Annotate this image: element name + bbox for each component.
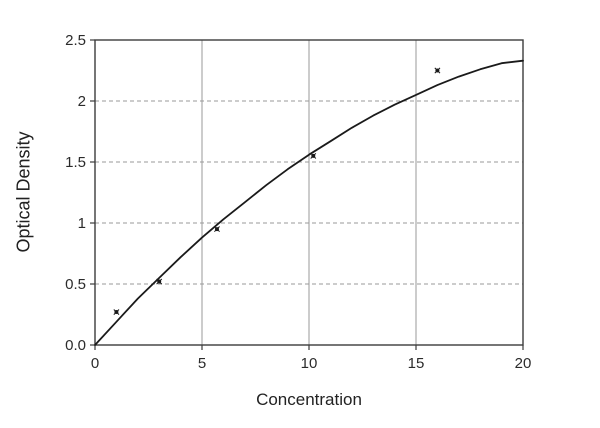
x-axis-label: Concentration (256, 390, 362, 409)
data-point-cross (434, 67, 441, 74)
y-tick-label: 1.5 (65, 154, 86, 171)
y-tick-label: 0.5 (65, 276, 86, 293)
y-tick-label: 1 (78, 215, 86, 232)
x-tick-label: 0 (91, 355, 99, 372)
data-point-cross (156, 278, 163, 285)
fitted-curve (94, 59, 524, 346)
x-tick-label: 20 (515, 355, 532, 372)
x-tick-label: 10 (301, 355, 318, 372)
y-tick-label: 2 (78, 93, 86, 110)
data-point-cross (113, 309, 120, 316)
x-tick-label: 15 (408, 355, 425, 372)
data-point-cross (214, 226, 220, 233)
y-tick-label: 2.5 (65, 32, 86, 49)
y-axis-label: Optical Density (13, 131, 34, 253)
data-point-cross (310, 152, 317, 159)
x-tick-label: 5 (198, 355, 206, 372)
y-tick-label: 0.0 (65, 337, 86, 354)
